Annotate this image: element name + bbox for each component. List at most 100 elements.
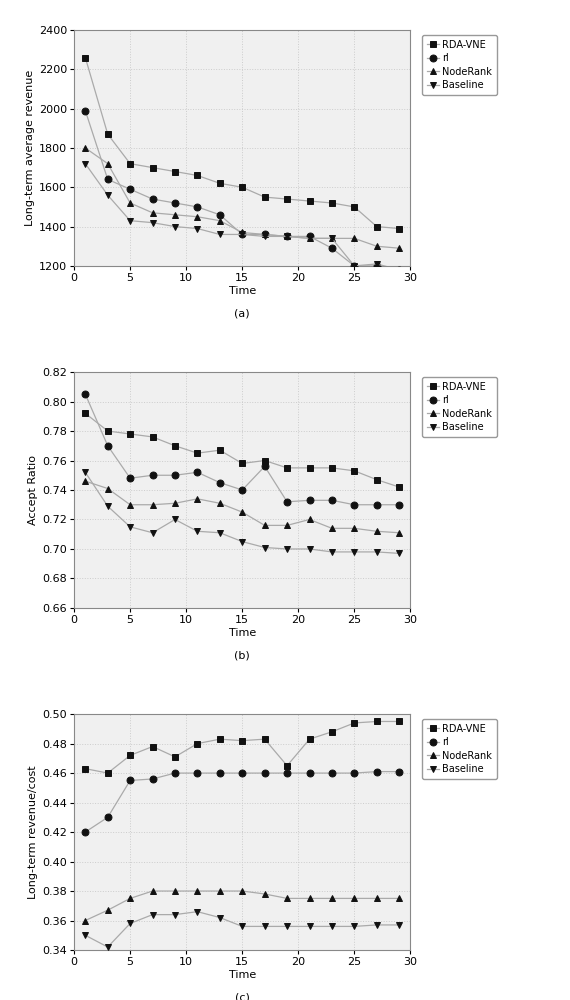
NodeRank: [104, 158, 111, 170]
NodeRank: [351, 522, 358, 534]
Baseline: [261, 230, 268, 242]
NodeRank: [306, 892, 313, 904]
rl: [194, 466, 201, 478]
rl: [104, 811, 111, 823]
NodeRank: [351, 892, 358, 904]
Baseline: [104, 189, 111, 201]
Baseline: [396, 547, 402, 559]
RDA-VNE: [127, 428, 133, 440]
RDA-VNE: [194, 169, 201, 181]
Text: (a): (a): [234, 308, 250, 318]
Baseline: [261, 920, 268, 932]
NodeRank: [396, 242, 402, 254]
RDA-VNE: [149, 162, 156, 174]
rl: [82, 105, 89, 117]
Baseline: [284, 543, 291, 555]
Baseline: [127, 917, 133, 929]
rl: [351, 499, 358, 511]
RDA-VNE: [127, 749, 133, 761]
RDA-VNE: [284, 193, 291, 205]
Baseline: [82, 466, 89, 478]
rl: [284, 767, 291, 779]
NodeRank: [284, 892, 291, 904]
NodeRank: [396, 527, 402, 539]
rl: [373, 260, 380, 272]
Line: rl: rl: [82, 768, 402, 836]
NodeRank: [328, 522, 335, 534]
RDA-VNE: [82, 407, 89, 419]
rl: [172, 469, 178, 481]
RDA-VNE: [172, 440, 178, 452]
X-axis label: Time: Time: [229, 286, 256, 296]
Legend: RDA-VNE, rl, NodeRank, Baseline: RDA-VNE, rl, NodeRank, Baseline: [422, 719, 497, 779]
rl: [239, 484, 246, 496]
NodeRank: [104, 904, 111, 916]
rl: [396, 499, 402, 511]
RDA-VNE: [261, 191, 268, 203]
NodeRank: [127, 197, 133, 209]
Baseline: [239, 536, 246, 548]
Line: Baseline: Baseline: [82, 469, 402, 557]
rl: [149, 469, 156, 481]
Y-axis label: Long-term revenue/cost: Long-term revenue/cost: [28, 765, 38, 899]
Baseline: [172, 513, 178, 525]
X-axis label: Time: Time: [229, 628, 256, 638]
rl: [194, 201, 201, 213]
RDA-VNE: [172, 751, 178, 763]
Baseline: [373, 258, 380, 270]
Baseline: [172, 221, 178, 233]
Baseline: [351, 920, 358, 932]
Line: NodeRank: NodeRank: [82, 888, 402, 924]
RDA-VNE: [306, 733, 313, 745]
Baseline: [284, 920, 291, 932]
rl: [127, 472, 133, 484]
NodeRank: [127, 499, 133, 511]
Baseline: [351, 546, 358, 558]
Line: RDA-VNE: RDA-VNE: [82, 54, 402, 232]
RDA-VNE: [82, 763, 89, 775]
rl: [284, 230, 291, 242]
RDA-VNE: [104, 767, 111, 779]
Baseline: [127, 521, 133, 533]
NodeRank: [194, 493, 201, 505]
Baseline: [306, 543, 313, 555]
RDA-VNE: [351, 201, 358, 213]
RDA-VNE: [328, 462, 335, 474]
RDA-VNE: [328, 726, 335, 738]
RDA-VNE: [104, 425, 111, 437]
NodeRank: [149, 207, 156, 219]
NodeRank: [82, 475, 89, 487]
NodeRank: [261, 228, 268, 240]
Line: RDA-VNE: RDA-VNE: [82, 410, 402, 491]
rl: [284, 496, 291, 508]
Baseline: [239, 228, 246, 240]
NodeRank: [217, 885, 223, 897]
NodeRank: [194, 885, 201, 897]
NodeRank: [328, 232, 335, 244]
Baseline: [351, 260, 358, 272]
Baseline: [239, 920, 246, 932]
rl: [127, 183, 133, 195]
NodeRank: [172, 497, 178, 509]
rl: [306, 494, 313, 506]
rl: [149, 773, 156, 785]
NodeRank: [396, 892, 402, 904]
Baseline: [217, 912, 223, 924]
Baseline: [104, 941, 111, 953]
rl: [104, 173, 111, 185]
NodeRank: [351, 232, 358, 244]
rl: [172, 197, 178, 209]
RDA-VNE: [328, 197, 335, 209]
RDA-VNE: [306, 195, 313, 207]
NodeRank: [239, 226, 246, 238]
Legend: RDA-VNE, rl, NodeRank, Baseline: RDA-VNE, rl, NodeRank, Baseline: [422, 377, 497, 437]
Baseline: [194, 223, 201, 235]
rl: [217, 767, 223, 779]
Text: (c): (c): [235, 992, 250, 1000]
Baseline: [373, 919, 380, 931]
rl: [328, 242, 335, 254]
NodeRank: [306, 232, 313, 244]
Baseline: [328, 546, 335, 558]
rl: [127, 774, 133, 786]
rl: [239, 228, 246, 240]
